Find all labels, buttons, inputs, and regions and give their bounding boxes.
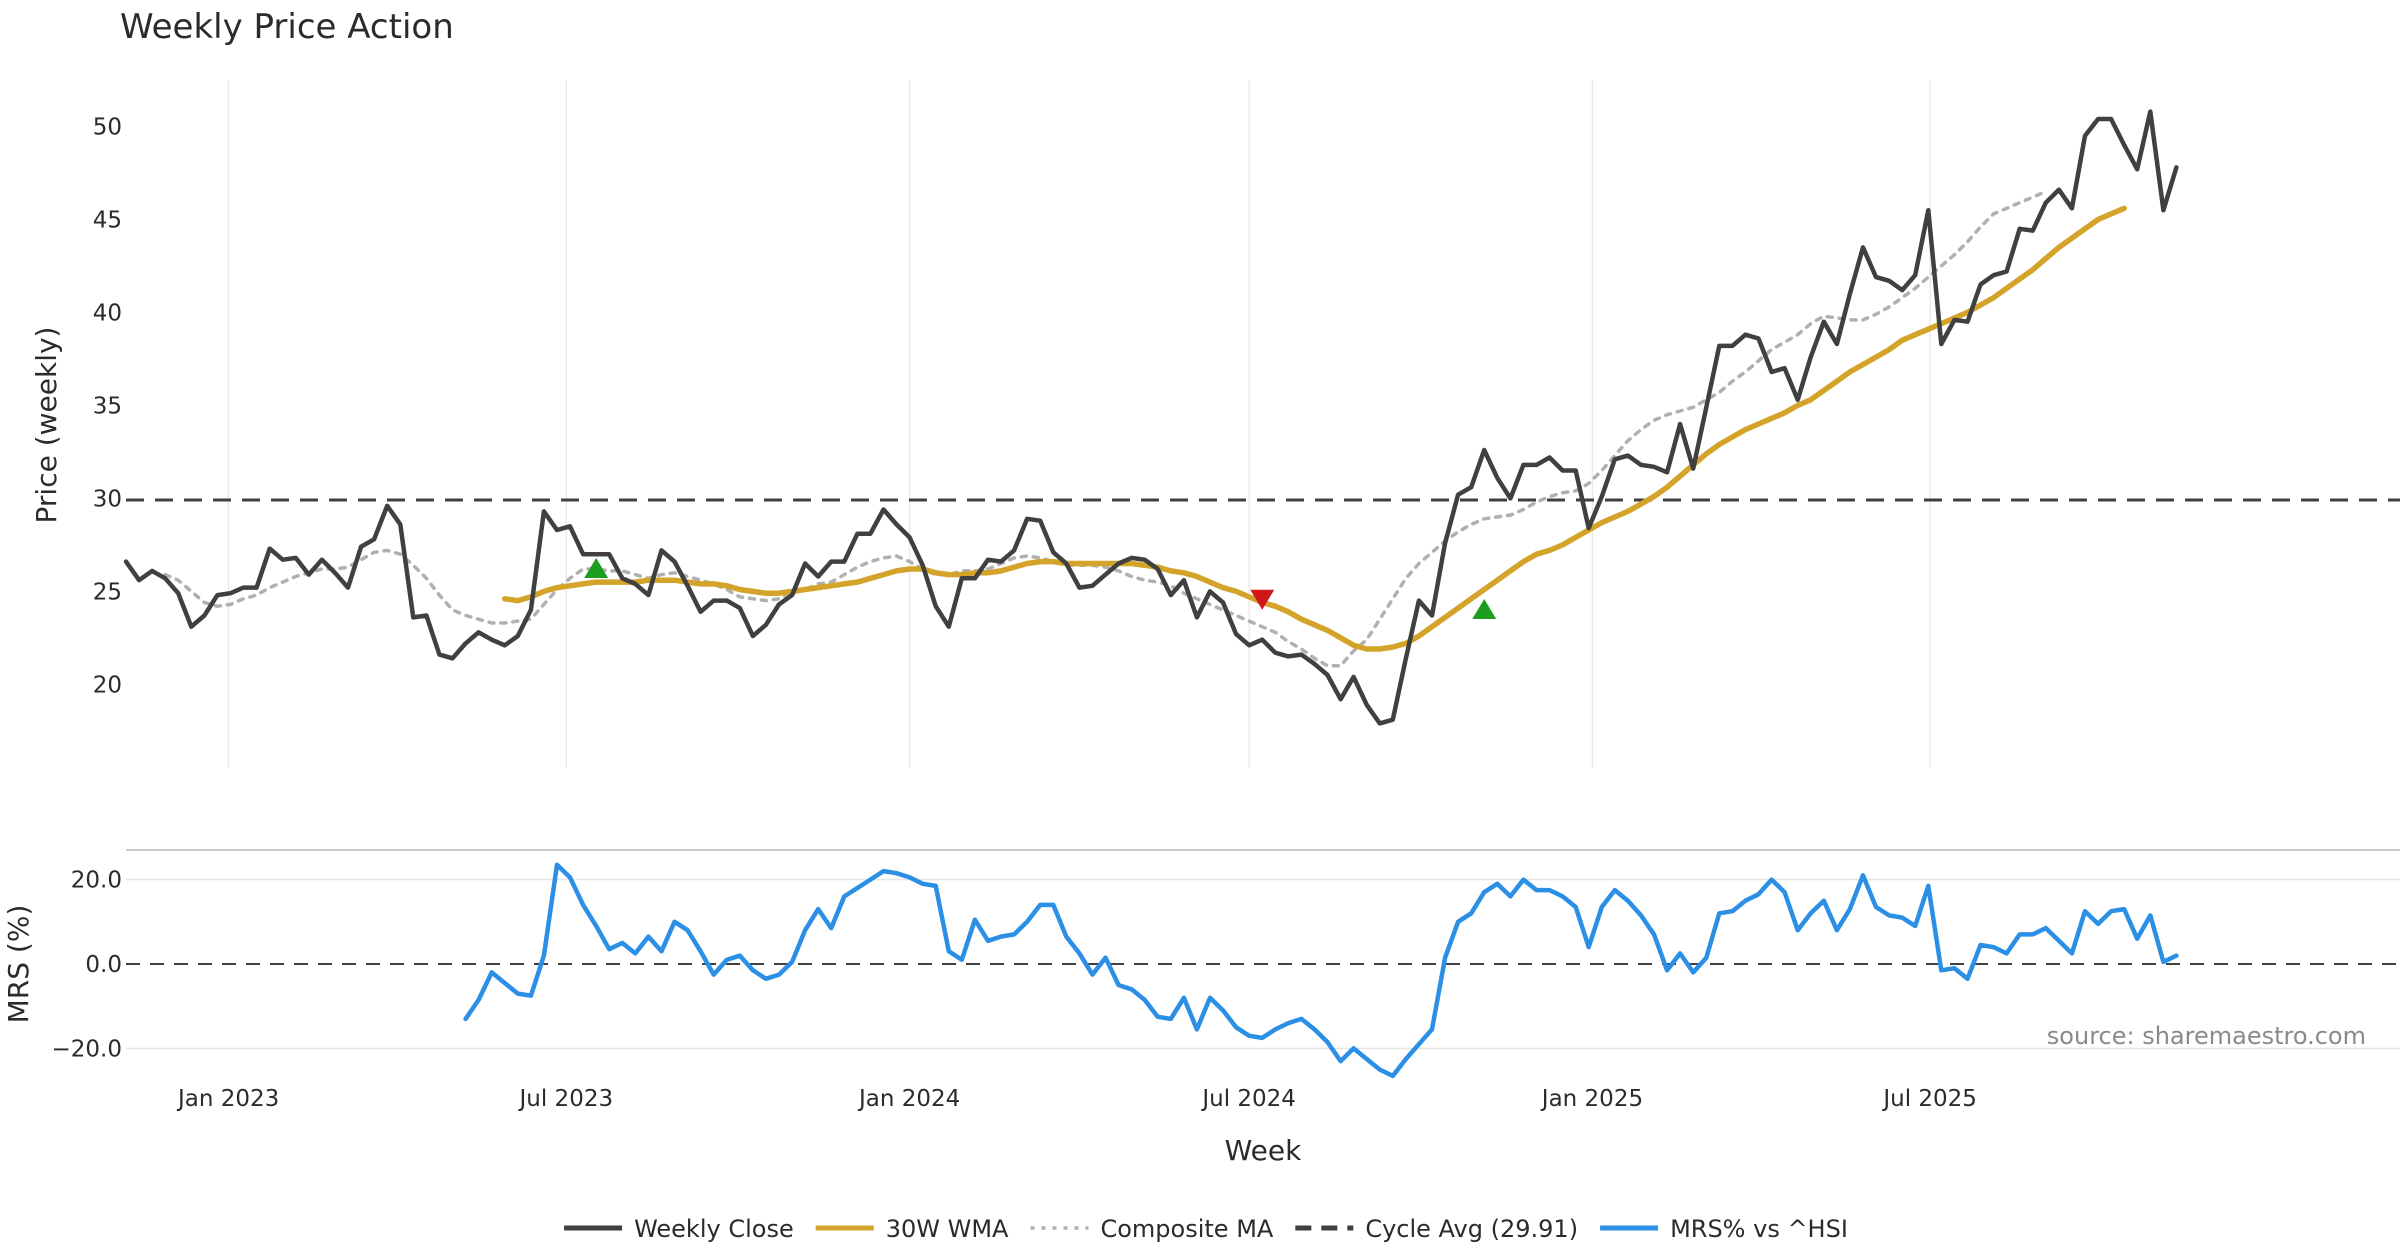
price-y-tick-label-50: 50 (93, 114, 122, 140)
legend-label-cycle-avg-29-91: Cycle Avg (29.91) (1365, 1215, 1578, 1243)
x-axis-label: Week (1225, 1134, 1302, 1167)
mrs-y-tick-label-20-0: 20.0 (71, 868, 122, 894)
buy-signal-marker-3 (1472, 598, 1497, 619)
price-y-tick-label-45: 45 (93, 207, 122, 233)
x-tick-label-jul-2024: Jul 2024 (1200, 1086, 1296, 1112)
price-y-ticks: 20 25 30 35 40 45 50 (93, 114, 122, 698)
price-y-tick-label-40: 40 (93, 300, 122, 326)
x-axis-ticks: Jan 2023 Jul 2023 Jan 2024 Jul 2024 Jan 2025… (176, 1086, 1977, 1112)
signal-markers (584, 558, 1497, 619)
series-30w-wma-line (501, 205, 2127, 652)
mrs-y-tick-label-0-0: 0.0 (85, 952, 122, 978)
mrs-y-ticks: 20.0 0.0 −20.0 (52, 868, 122, 1063)
price-y-tick-label-35: 35 (93, 393, 122, 419)
legend-label-30w-wma: 30W WMA (886, 1215, 1009, 1243)
x-tick-label-jul-2023: Jul 2023 (518, 1086, 614, 1112)
x-tick-label-jul-2025: Jul 2025 (1881, 1086, 1977, 1112)
sell-signal-marker-2 (1250, 589, 1275, 610)
x-tick-label-jan-2024: Jan 2024 (857, 1086, 960, 1112)
price-y-tick-label-25: 25 (93, 579, 122, 605)
bottom-panel-grid (126, 878, 2400, 1050)
legend-label-weekly-close: Weekly Close (634, 1215, 794, 1243)
x-tick-label-jan-2025: Jan 2025 (1540, 1086, 1643, 1112)
series-mrs-vs-hsi-line (463, 862, 2179, 1079)
x-tick-label-jan-2023: Jan 2023 (176, 1086, 279, 1112)
price-y-tick-label-30: 30 (93, 486, 122, 512)
price-y-tick-label-20: 20 (93, 672, 122, 698)
mrs-series-group (463, 862, 2179, 1079)
top-panel-grid (227, 80, 1931, 768)
chart-title: Weekly Price Action (120, 7, 454, 47)
source-annotation: source: sharemaestro.com (2047, 1022, 2366, 1050)
series-composite-ma-line (163, 189, 2048, 668)
price-series-group (123, 109, 2179, 726)
legend-label-composite-ma: Composite MA (1100, 1215, 1273, 1243)
price-y-axis-label: Price (weekly) (30, 327, 63, 524)
series-weekly-close-line (123, 109, 2179, 726)
buy-signal-marker-1 (584, 558, 609, 579)
mrs-y-tick-label-neg-20-0: −20.0 (52, 1036, 122, 1062)
mrs-y-axis-label: MRS (%) (2, 905, 35, 1024)
legend-label-mrs-vs-hsi: MRS% vs ^HSI (1670, 1215, 1848, 1243)
chart-legend: Weekly Close 30W WMA Composite MA Cycle Avg… (564, 1215, 1848, 1243)
